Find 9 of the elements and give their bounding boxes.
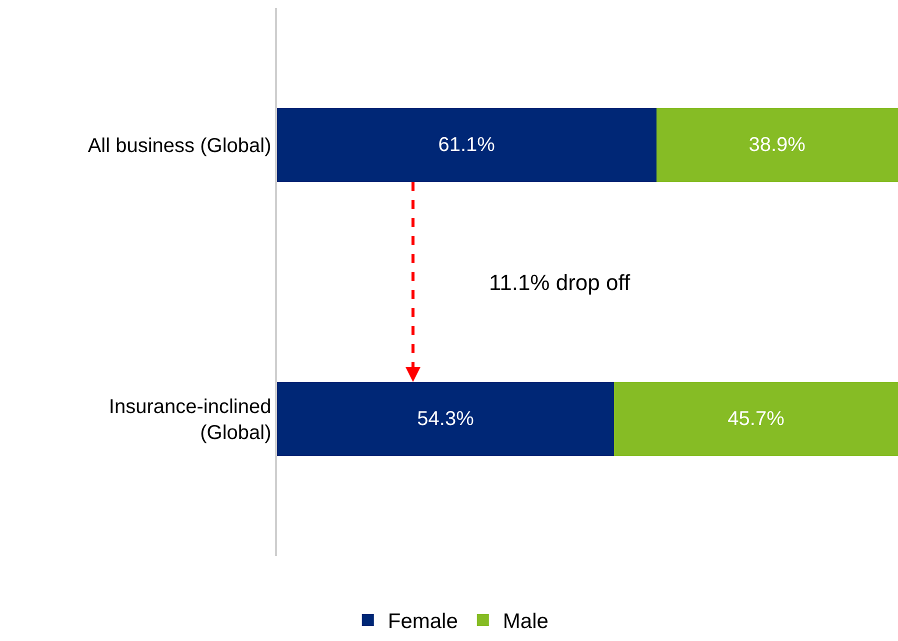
data-label: 61.1% — [438, 134, 496, 156]
y-tick-label: Insurance-inclined (Global) — [108, 396, 272, 444]
data-label: 45.7% — [728, 408, 785, 430]
legend-label: Male — [502, 610, 548, 634]
data-label: 38.9% — [748, 134, 806, 156]
annotation: 11.1% drop off — [489, 270, 631, 295]
data-label: 54.3% — [417, 408, 474, 430]
y-tick-label: All business (Global) — [88, 135, 272, 157]
legend-label: Female — [388, 610, 458, 634]
